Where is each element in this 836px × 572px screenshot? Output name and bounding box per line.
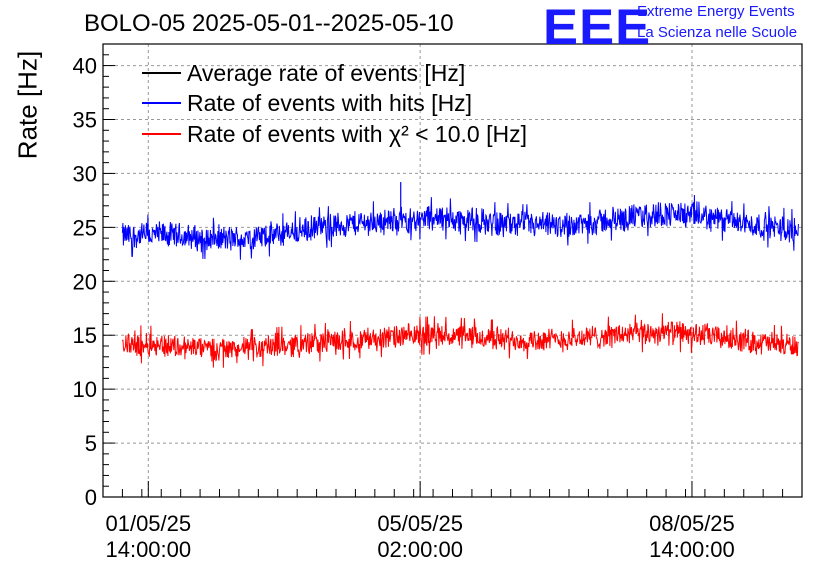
- legend-label: Average rate of events [Hz]: [187, 60, 465, 86]
- logo-line-1: Extreme Energy Events: [637, 3, 795, 20]
- y-tick-label: 0: [85, 485, 97, 510]
- y-tick-label: 25: [73, 215, 97, 240]
- series-chi2-trace: [121, 313, 799, 368]
- y-tick-label: 30: [73, 161, 97, 186]
- series-hits-trace: [121, 194, 799, 260]
- y-axis-label: Rate [Hz]: [12, 50, 43, 160]
- y-tick-label: 15: [73, 323, 97, 348]
- chart-title: BOLO-05 2025-05-01--2025-05-10: [84, 10, 454, 37]
- x-tick-label-date: 08/05/25: [649, 511, 735, 536]
- x-tick-label-time: 14:00:00: [105, 537, 191, 562]
- y-tick-label: 35: [73, 108, 97, 133]
- y-tick-label: 40: [73, 54, 97, 79]
- x-tick-label-time: 14:00:00: [649, 537, 735, 562]
- x-tick-label-date: 05/05/25: [377, 511, 463, 536]
- x-tick-label-date: 01/05/25: [105, 511, 191, 536]
- x-tick-label-time: 02:00:00: [377, 537, 463, 562]
- logo-line-2: La Scienza nelle Scuole: [637, 24, 798, 41]
- y-tick-label: 5: [85, 431, 97, 456]
- y-tick-label: 20: [73, 269, 97, 294]
- eee-logo: EEE: [543, 0, 652, 55]
- y-tick-label: 10: [73, 377, 97, 402]
- legend-label: Rate of events with hits [Hz]: [187, 90, 472, 116]
- legend-label: Rate of events with χ² < 10.0 [Hz]: [187, 121, 527, 147]
